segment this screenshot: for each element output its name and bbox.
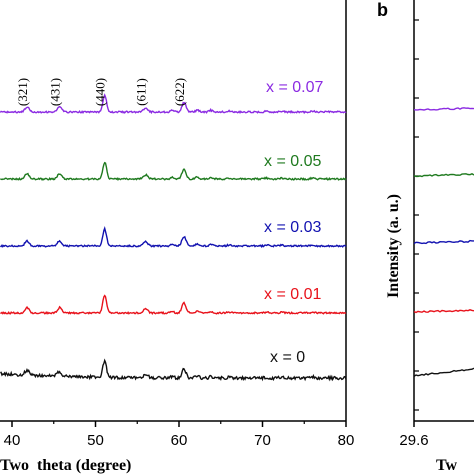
series-label: x = 0.01 [264, 286, 321, 303]
series-label: x = 0.05 [264, 153, 321, 170]
panel-b-pattern-line [413, 239, 474, 245]
xrd-pattern-line [0, 225, 347, 249]
x-tick-label: 50 [87, 432, 104, 449]
xrd-pattern-line [0, 358, 347, 382]
x-tick-label: 60 [171, 432, 188, 449]
series-label: x = 0.07 [266, 79, 323, 96]
x-tick-label: 80 [338, 432, 355, 449]
peak-label: (611) [134, 78, 149, 106]
panel-b-x-tick-label: 29.6 [399, 432, 428, 449]
peak-label: (431) [48, 78, 63, 106]
panel-a: 40 50 60 70 80 x = 0.07 x = 0.05 x = 0.03 x = 0… [0, 0, 354, 474]
series-label: x = 0 [270, 349, 305, 366]
peak-label: (440) [93, 78, 108, 106]
peak-label: (622) [172, 78, 187, 106]
panel-b: b Intensity (a. u.) 29.6 Tw [377, 0, 474, 474]
x-tick-label: 40 [4, 432, 21, 449]
panel-b-x-axis-title: Tw [436, 457, 457, 474]
panel-b-pattern-line [413, 107, 474, 111]
panel-b-y-axis-title: Intensity (a. u.) [385, 194, 402, 298]
panel-b-pattern-line [413, 309, 474, 314]
series-label: x = 0.03 [264, 219, 321, 236]
panel-b-pattern-line [413, 367, 474, 378]
x-tick-label: 70 [254, 432, 271, 449]
panel-b-pattern-line [413, 173, 474, 178]
peak-label: (321) [15, 78, 30, 106]
panel-b-letter: b [377, 0, 388, 20]
panel-a-x-axis-title: Two theta (degree) [0, 457, 131, 474]
xrd-pattern-line [0, 294, 347, 315]
xrd-pattern-line [0, 161, 347, 181]
xrd-pattern-line [0, 93, 347, 115]
